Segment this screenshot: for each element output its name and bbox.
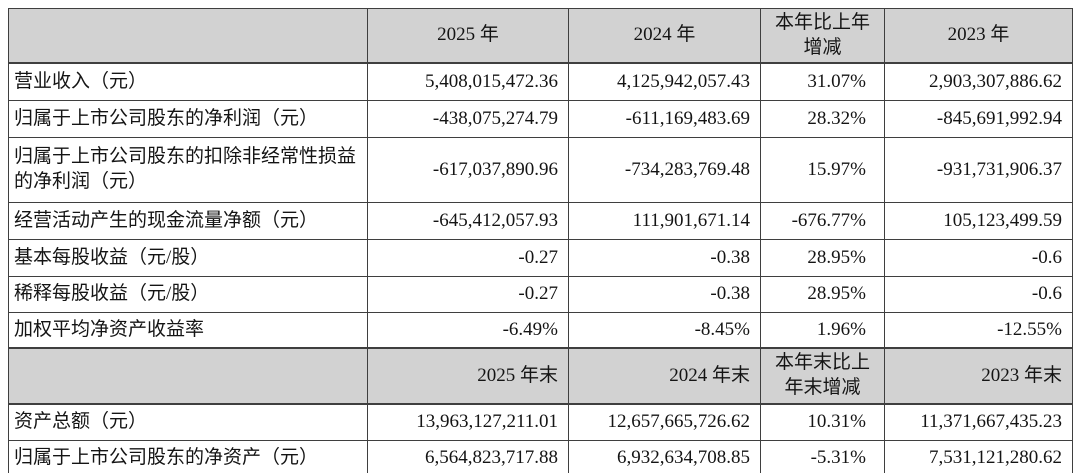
- value-yoy: 28.95%: [760, 275, 885, 313]
- col-header-yoy-line1: 本年比上年: [774, 12, 870, 33]
- value-2023: -931,731,906.37: [884, 136, 1073, 203]
- col-header-2025: 2025 年: [367, 8, 569, 65]
- corner-empty-cell: [8, 8, 368, 65]
- corner-empty-cell: [8, 347, 368, 405]
- value-2025: -438,075,274.79: [367, 99, 569, 138]
- value-2023: -0.6: [884, 238, 1073, 277]
- value-2024: 111,901,671.14: [568, 201, 761, 240]
- value-2024: -611,169,483.69: [568, 99, 761, 138]
- value-yoy: -5.31%: [760, 440, 885, 473]
- table-row-revenue: 营业收入（元） 5,408,015,472.36 4,125,942,057.4…: [8, 62, 1073, 101]
- value-2023: -12.55%: [884, 311, 1073, 349]
- row-label: 经营活动产生的现金流量净额（元）: [8, 201, 368, 240]
- row-label: 加权平均净资产收益率: [8, 311, 368, 349]
- row-label: 营业收入（元）: [8, 62, 368, 101]
- col-header-2025-eoy: 2025 年末: [367, 347, 569, 405]
- period-header-row: 2025 年 2024 年 本年比上年增减 2023 年: [8, 8, 1073, 65]
- eoy-header-row: 2025 年末 2024 年末 本年末比上年末增减 2023 年末: [8, 347, 1073, 405]
- value-2023: -845,691,992.94: [884, 99, 1073, 138]
- col-header-2024: 2024 年: [568, 8, 761, 65]
- value-2025: -645,412,057.93: [367, 201, 569, 240]
- col-header-yoy-eoy: 本年末比上 年末增减: [760, 347, 885, 405]
- value-2024: 4,125,942,057.43: [568, 62, 761, 101]
- row-label: 归属于上市公司股东的扣除非经常性损益的净利润（元）: [8, 136, 368, 203]
- value-yoy: 10.31%: [760, 403, 885, 442]
- row-label: 归属于上市公司股东的净资产（元）: [8, 440, 368, 473]
- col-header-yoy-eoy-line2: 年末增减: [784, 377, 861, 399]
- value-2023: 7,531,121,280.62: [884, 440, 1073, 473]
- col-header-yoy: 本年比上年 增减: [760, 8, 885, 65]
- table-row-net-assets: 归属于上市公司股东的净资产（元） 6,564,823,717.88 6,932,…: [8, 440, 1073, 473]
- value-2025: -0.27: [367, 238, 569, 277]
- col-header-2024-eoy: 2024 年末: [568, 347, 761, 405]
- value-yoy: 15.97%: [760, 136, 885, 203]
- value-2024: 12,657,665,726.62: [568, 403, 761, 442]
- value-2024: -0.38: [568, 275, 761, 313]
- value-2025: 6,564,823,717.88: [367, 440, 569, 473]
- value-2024: -8.45%: [568, 311, 761, 349]
- value-2024: -734,283,769.48: [568, 136, 761, 203]
- row-label: 稀释每股收益（元/股）: [8, 275, 368, 313]
- table-row-net-profit-excl-nonrecurring: 归属于上市公司股东的扣除非经常性损益的净利润（元） -617,037,890.9…: [8, 136, 1073, 203]
- value-2024: -0.38: [568, 238, 761, 277]
- table-row-total-assets: 资产总额（元） 13,963,127,211.01 12,657,665,726…: [8, 403, 1073, 442]
- col-header-yoy-eoy-line1: 本年末比上: [774, 352, 870, 374]
- value-2025: -6.49%: [367, 311, 569, 349]
- col-header-2023-eoy: 2023 年末: [884, 347, 1073, 405]
- value-2025: -0.27: [367, 275, 569, 313]
- table-row-diluted-eps: 稀释每股收益（元/股） -0.27 -0.38 28.95% -0.6: [8, 275, 1073, 313]
- row-label: 资产总额（元）: [8, 403, 368, 442]
- value-2023: 105,123,499.59: [884, 201, 1073, 240]
- row-label: 归属于上市公司股东的净利润（元）: [8, 99, 368, 138]
- value-2023: 2,903,307,886.62: [884, 62, 1073, 101]
- col-header-2023: 2023 年: [884, 8, 1073, 65]
- value-yoy: 28.95%: [760, 238, 885, 277]
- financial-summary-table: 2025 年 2024 年 本年比上年增减 2023 年 营业收入（元） 5,4…: [8, 8, 1073, 473]
- table-row-basic-eps: 基本每股收益（元/股） -0.27 -0.38 28.95% -0.6: [8, 238, 1073, 277]
- value-yoy: 31.07%: [760, 62, 885, 101]
- value-yoy: 1.96%: [760, 311, 885, 349]
- value-2025: 13,963,127,211.01: [367, 403, 569, 442]
- value-2025: -617,037,890.96: [367, 136, 569, 203]
- value-yoy: -676.77%: [760, 201, 885, 240]
- value-2025: 5,408,015,472.36: [367, 62, 569, 101]
- row-label: 基本每股收益（元/股）: [8, 238, 368, 277]
- value-2023: -0.6: [884, 275, 1073, 313]
- table-row-operating-cash-flow: 经营活动产生的现金流量净额（元） -645,412,057.93 111,901…: [8, 201, 1073, 240]
- col-header-yoy-line2: 增减: [803, 36, 842, 58]
- value-yoy: 28.32%: [760, 99, 885, 138]
- value-2023: 11,371,667,435.23: [884, 403, 1073, 442]
- table-row-net-profit: 归属于上市公司股东的净利润（元） -438,075,274.79 -611,16…: [8, 99, 1073, 138]
- value-2024: 6,932,634,708.85: [568, 440, 761, 473]
- table-row-weighted-avg-roe: 加权平均净资产收益率 -6.49% -8.45% 1.96% -12.55%: [8, 311, 1073, 349]
